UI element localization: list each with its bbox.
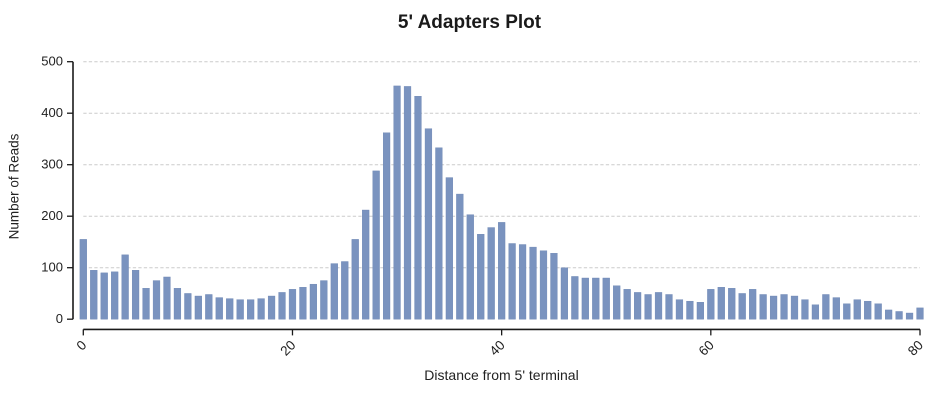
- svg-text:40: 40: [487, 337, 508, 358]
- svg-text:300: 300: [41, 157, 63, 172]
- svg-text:0: 0: [56, 311, 63, 326]
- svg-text:400: 400: [41, 105, 63, 120]
- svg-text:80: 80: [905, 337, 926, 358]
- svg-text:20: 20: [277, 337, 298, 358]
- svg-text:0: 0: [74, 337, 90, 353]
- svg-text:500: 500: [41, 54, 63, 69]
- svg-text:60: 60: [696, 337, 717, 358]
- svg-text:100: 100: [41, 260, 63, 275]
- svg-text:200: 200: [41, 208, 63, 223]
